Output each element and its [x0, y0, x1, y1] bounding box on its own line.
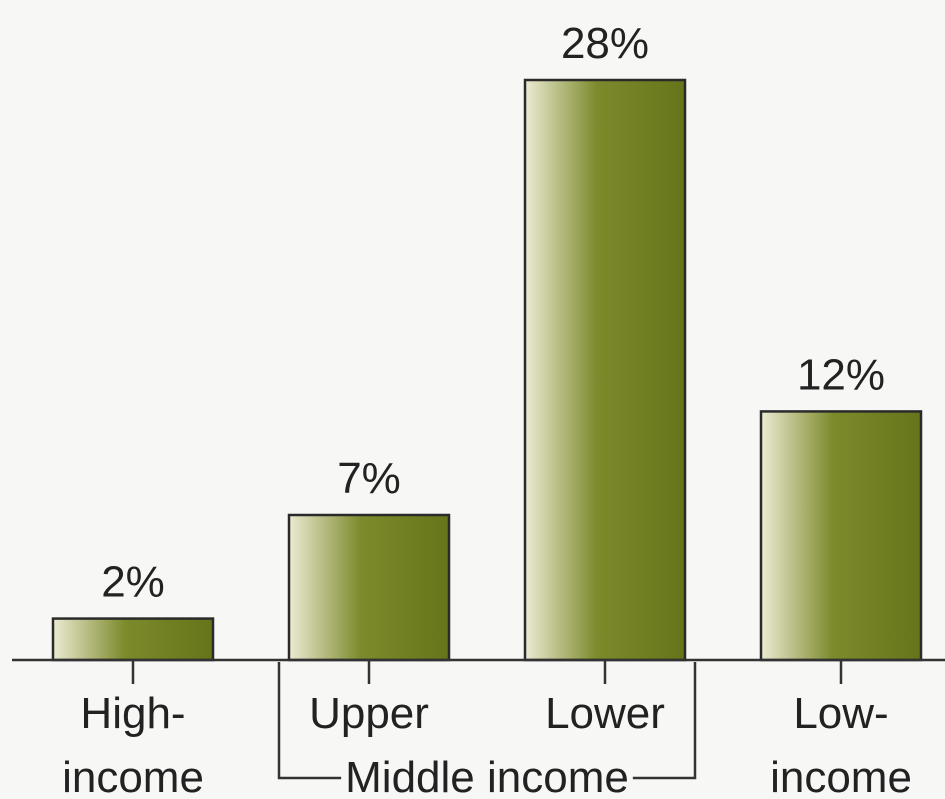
bar	[287, 513, 451, 662]
value-label: 2%	[101, 558, 165, 607]
group-bracket	[277, 662, 697, 780]
bar	[51, 617, 215, 662]
bar	[523, 78, 687, 662]
value-label: 28%	[561, 19, 649, 68]
bar	[759, 410, 923, 662]
value-label: 12%	[797, 350, 885, 399]
x-tick-label: Upper	[309, 689, 429, 738]
value-label: 7%	[337, 454, 401, 503]
group-label: Middle income	[345, 753, 629, 799]
x-tick-label: Lower	[545, 689, 665, 738]
x-tick-label: High-income	[62, 689, 204, 799]
x-tick-label: Low-income	[770, 689, 912, 799]
